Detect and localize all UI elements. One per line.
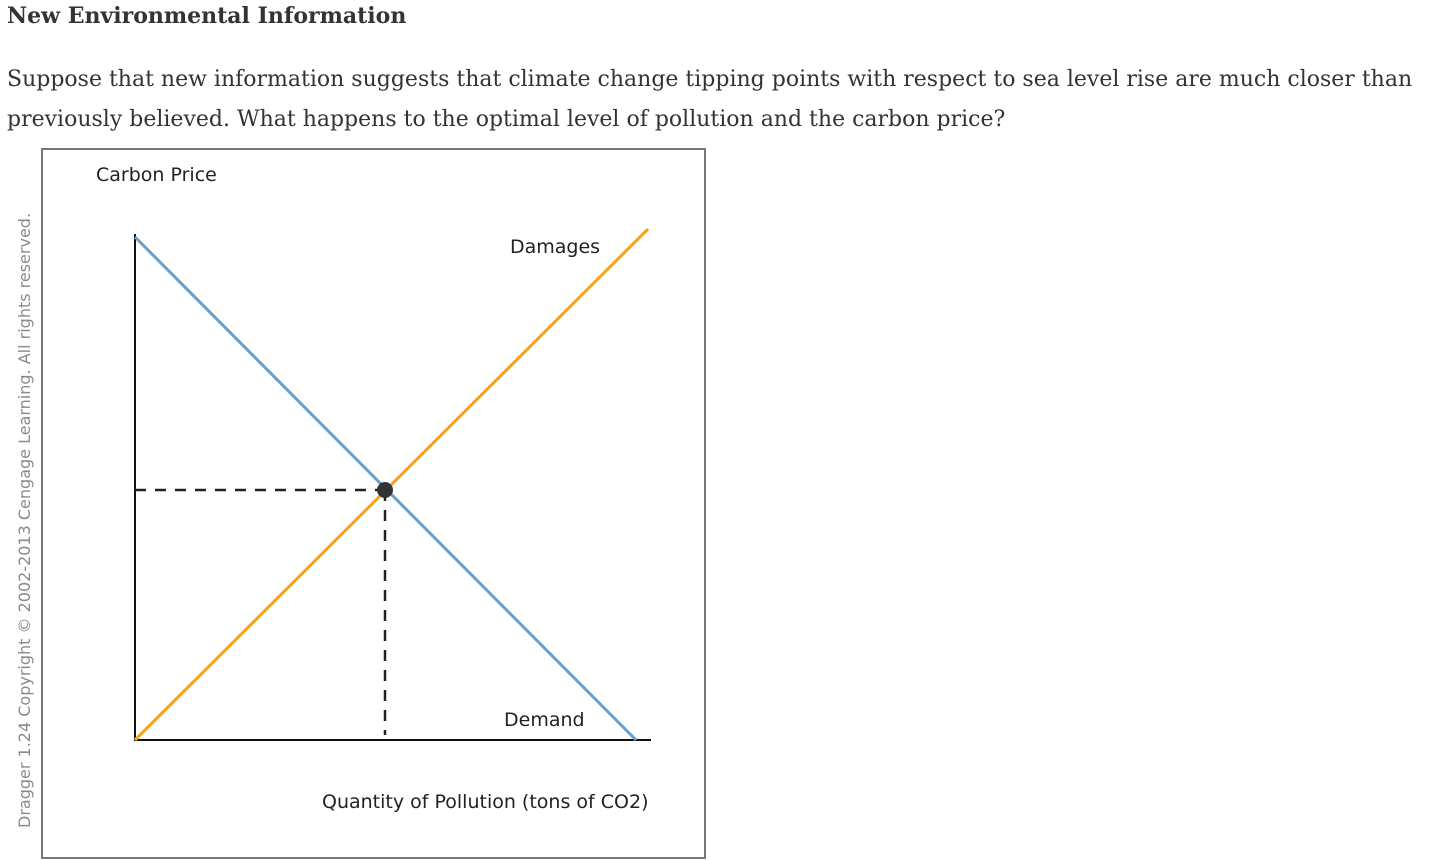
damages-label: Damages (510, 236, 600, 258)
question-text: Suppose that new information suggests th… (7, 67, 1413, 132)
x-axis-label: Quantity of Pollution (tons of CO2) (322, 791, 648, 813)
page-title: New Environmental Information (7, 3, 407, 29)
damages-curve[interactable] (133, 227, 650, 742)
demand-label: Demand (504, 709, 585, 731)
supply-demand-graph: Carbon Price Damages Demand Quantity of … (96, 164, 651, 813)
copyright-notice: Dragger 1.24 Copyright © 2002-2013 Cenga… (15, 212, 34, 828)
graph-panel: Carbon Price Damages Demand Quantity of … (41, 148, 706, 859)
equilibrium-point[interactable] (377, 482, 393, 498)
y-axis-label: Carbon Price (96, 164, 217, 186)
